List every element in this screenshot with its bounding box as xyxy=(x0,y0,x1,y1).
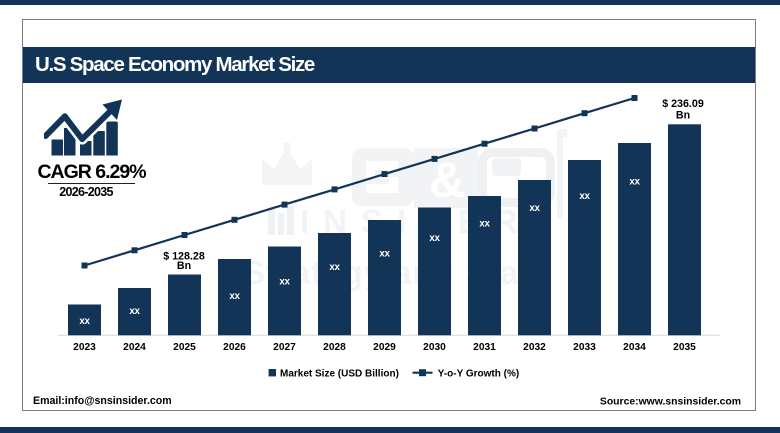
svg-text:xx: xx xyxy=(479,219,490,230)
svg-text:xx: xx xyxy=(429,233,440,244)
svg-text:$ 236.09: $ 236.09 xyxy=(662,98,704,110)
svg-text:Y-o-Y Growth (%): Y-o-Y Growth (%) xyxy=(438,369,519,380)
svg-text:xx: xx xyxy=(529,203,540,214)
svg-text:2025: 2025 xyxy=(173,342,196,353)
svg-text:Source:www.snsinsider.com: Source:www.snsinsider.com xyxy=(600,397,741,408)
svg-text:2029: 2029 xyxy=(373,342,396,353)
svg-text:2026: 2026 xyxy=(223,342,246,353)
svg-text:2024: 2024 xyxy=(123,342,146,353)
svg-text:Bn: Bn xyxy=(676,110,690,122)
svg-text:Email:info@snsinsider.com: Email:info@snsinsider.com xyxy=(33,395,172,407)
svg-text:xx: xx xyxy=(579,191,590,202)
svg-text:2032: 2032 xyxy=(523,342,546,353)
svg-text:2030: 2030 xyxy=(423,342,446,353)
svg-text:2031: 2031 xyxy=(473,342,496,353)
svg-text:2028: 2028 xyxy=(323,342,346,353)
svg-text:xx: xx xyxy=(129,306,140,317)
svg-text:2034: 2034 xyxy=(623,342,646,353)
svg-text:2027: 2027 xyxy=(273,342,296,353)
svg-text:Market Size (USD Billion): Market Size (USD Billion) xyxy=(280,369,399,380)
svg-text:xx: xx xyxy=(379,249,390,260)
svg-text:2023: 2023 xyxy=(73,342,96,353)
svg-text:2033: 2033 xyxy=(573,342,596,353)
svg-text:xx: xx xyxy=(79,316,90,327)
svg-text:xx: xx xyxy=(329,262,340,273)
svg-text:Bn: Bn xyxy=(177,260,191,272)
svg-text:xx: xx xyxy=(629,177,640,188)
svg-text:xx: xx xyxy=(229,291,240,302)
svg-text:2035: 2035 xyxy=(673,342,696,353)
svg-text:xx: xx xyxy=(279,277,290,288)
svg-text:$ 128.28: $ 128.28 xyxy=(163,251,205,263)
